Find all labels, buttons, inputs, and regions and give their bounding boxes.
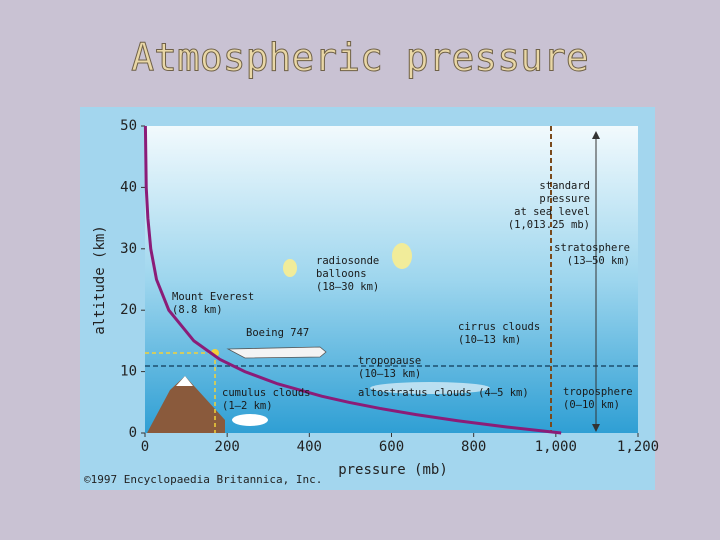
annotation: balloons — [316, 268, 367, 280]
annotation: (8.8 km) — [172, 304, 223, 316]
annotation: tropopause — [358, 355, 421, 367]
annotation: (18–30 km) — [316, 281, 379, 293]
annotation: Mount Everest — [172, 291, 254, 303]
x-tick-label: 800 — [461, 439, 486, 455]
x-tick-label: 1,000 — [535, 439, 577, 455]
annotation: (1–2 km) — [222, 400, 273, 412]
x-tick-label: 600 — [379, 439, 404, 455]
annotation: altostratus clouds (4–5 km) — [358, 387, 529, 399]
annotation: (0–10 km) — [563, 399, 620, 411]
annotation: (13–50 km) — [567, 255, 630, 267]
y-tick-label: 40 — [120, 179, 137, 195]
annotation: (1,013.25 mb) — [508, 219, 590, 231]
annotation: stratosphere — [554, 242, 630, 254]
y-tick-label: 20 — [120, 302, 137, 318]
annotation: Boeing 747 — [246, 327, 309, 339]
y-axis-label: altitude (km) — [92, 225, 108, 335]
annotation: cumulus clouds — [222, 387, 311, 399]
x-axis-label: pressure (mb) — [338, 462, 448, 478]
annotation: pressure — [539, 193, 590, 205]
mountain-snow — [176, 376, 193, 386]
annotation: troposphere — [563, 386, 633, 398]
y-tick-label: 0 — [129, 425, 137, 441]
balloon — [392, 243, 412, 269]
x-tick-label: 400 — [297, 439, 322, 455]
y-tick-label: 30 — [120, 241, 137, 257]
mountain — [147, 376, 225, 433]
annotation: at sea level — [514, 206, 590, 218]
x-tick-label: 0 — [141, 439, 149, 455]
plot-area — [145, 126, 638, 433]
balloon — [283, 259, 297, 277]
annotation: (10–13 km) — [458, 334, 521, 346]
credit: ©1997 Encyclopaedia Britannica, Inc. — [84, 473, 322, 486]
y-tick-label: 10 — [120, 364, 137, 380]
y-tick-label: 50 — [120, 118, 137, 134]
cloud — [370, 382, 490, 394]
x-tick-label: 200 — [215, 439, 240, 455]
annotation: cirrus clouds — [458, 321, 540, 333]
annotation: standard — [539, 180, 590, 192]
annotation: (10–13 km) — [358, 368, 421, 380]
airplane — [226, 346, 327, 359]
slide-title: Atmospheric pressure — [131, 36, 589, 80]
cloud — [232, 414, 268, 426]
annotation: radiosonde — [316, 255, 379, 267]
pressure-curve — [143, 125, 562, 435]
x-tick-label: 1,200 — [617, 439, 659, 455]
